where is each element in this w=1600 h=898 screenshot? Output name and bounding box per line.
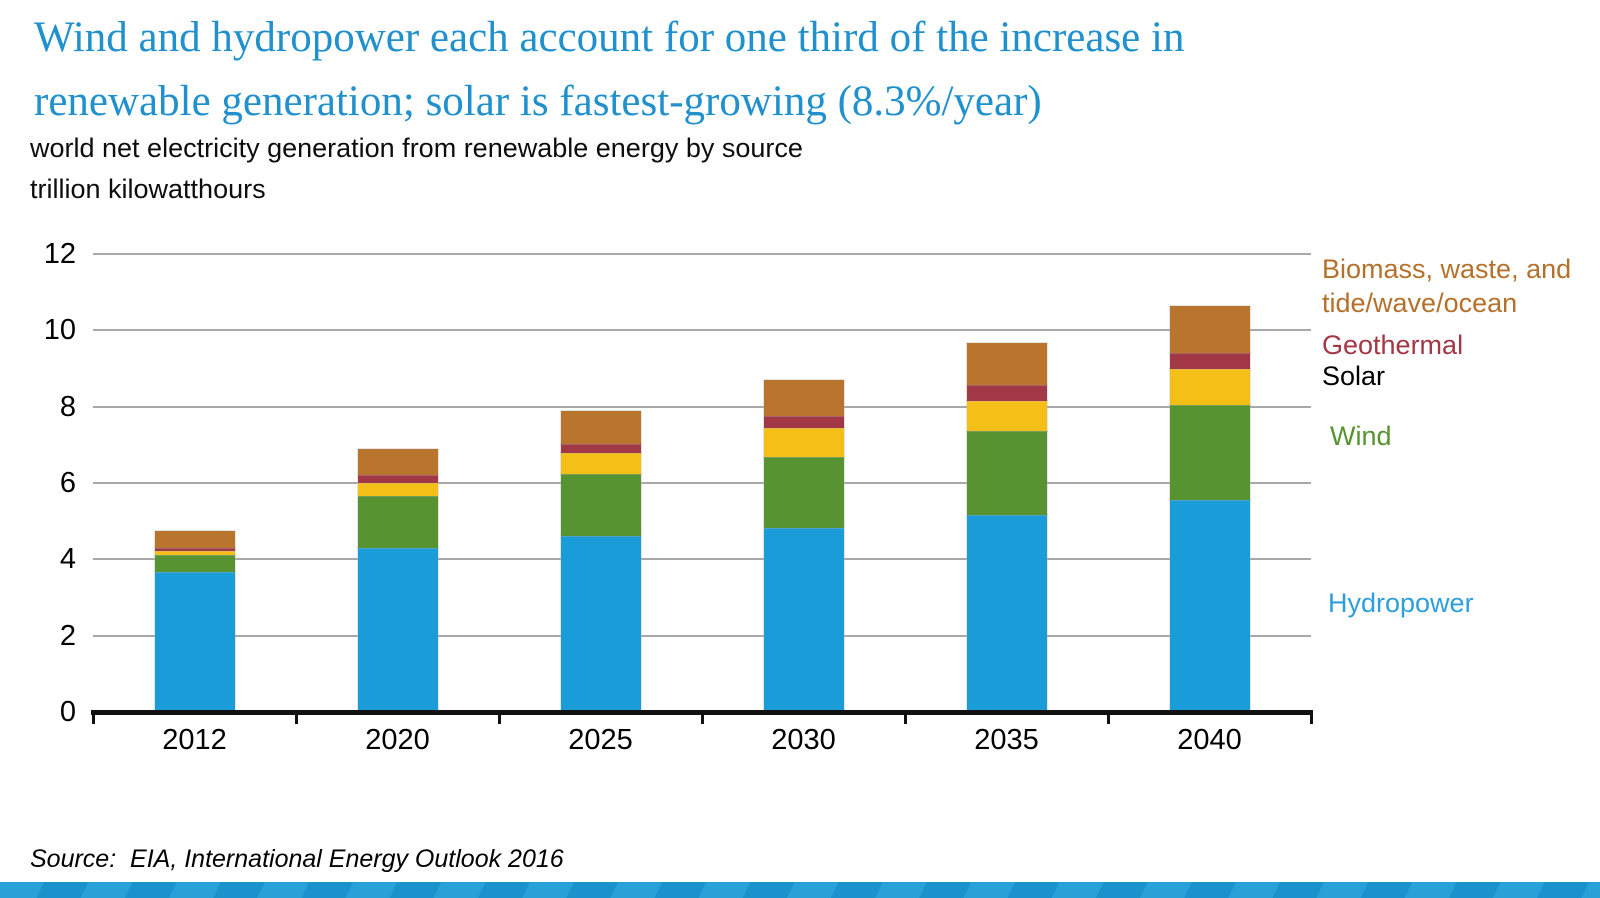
xaxis-tick-2 [497,710,501,724]
gridline-y8 [93,405,1311,408]
chart-subtitle: world net electricity generation from re… [30,133,803,163]
xaxis-tick-5 [1106,710,1110,724]
legend-item-wind: Wind [1330,421,1392,451]
footer-brand-band [0,882,1600,898]
yaxis-units-label: trillion kilowatthours [30,174,266,204]
bar-segment-solar-2040 [1169,368,1250,405]
bar-segment-solar-2025 [560,452,641,474]
ytick-label-2: 2 [59,619,76,652]
bar-segment-biomass-2030 [763,380,844,416]
ytick-label-6: 6 [59,467,76,500]
ytick-label-4: 4 [59,543,76,576]
gridline-y10 [93,329,1311,332]
legend-item-hydropower: Hydropower [1328,588,1474,618]
bar-segment-wind-2040 [1169,404,1250,500]
bar-segment-geothermal-2020 [357,475,438,484]
legend-item-solar: Solar [1322,361,1386,391]
xaxis-tick-0 [91,710,95,724]
xaxis-label-2012: 2012 [162,724,227,756]
xaxis-label-2035: 2035 [974,724,1039,756]
bar-segment-geothermal-2040 [1169,353,1250,369]
bar-segment-wind-2025 [560,473,641,536]
gridline-y4 [93,558,1311,561]
bar-segment-solar-2030 [763,428,844,458]
bar-segment-hydropower-2040 [1169,499,1250,712]
bar-segment-geothermal-2035 [966,384,1047,401]
ytick-label-12: 12 [43,238,76,271]
xaxis-tick-4 [903,710,907,724]
bar-segment-biomass-2040 [1169,305,1250,354]
bar-segment-wind-2035 [966,430,1047,515]
bar-segment-geothermal-2025 [560,444,641,453]
bar-segment-wind-2020 [357,496,438,549]
gridline-y2 [93,634,1311,637]
bar-segment-hydropower-2035 [966,514,1047,712]
xaxis-label-2020: 2020 [365,724,430,756]
bar-segment-biomass-2035 [966,342,1047,385]
bar-segment-geothermal-2030 [763,415,844,429]
xaxis-tick-1 [294,710,298,724]
bar-segment-hydropower-2030 [763,528,844,712]
bar-segment-solar-2012 [154,550,235,555]
xaxis-tick-3 [700,710,704,724]
gridline-y12 [93,253,1311,256]
bar-segment-wind-2012 [154,554,235,573]
chart-title-line2: renewable generation; solar is fastest-g… [34,78,1042,125]
bar-segment-hydropower-2012 [154,572,235,712]
chart-title-line1: Wind and hydropower each account for one… [34,14,1185,61]
bar-segment-solar-2035 [966,400,1047,431]
xaxis-label-2040: 2040 [1177,724,1242,756]
bar-segment-geothermal-2012 [154,547,235,551]
bar-segment-solar-2020 [357,483,438,497]
xaxis-tick-6 [1309,710,1313,724]
bar-segment-biomass-2020 [357,448,438,476]
bar-segment-wind-2030 [763,457,844,529]
legend-item-biomass: Biomass, waste, and tide/wave/ocean [1322,254,1572,318]
ytick-label-8: 8 [59,390,76,423]
bar-segment-hydropower-2025 [560,535,641,712]
xaxis-label-2030: 2030 [771,724,836,756]
ytick-label-0: 0 [59,696,76,728]
gridline-y6 [93,482,1311,485]
ytick-label-10: 10 [43,314,76,347]
legend-item-geothermal: Geothermal [1322,330,1464,360]
bar-segment-hydropower-2020 [357,548,438,712]
bar-segment-biomass-2025 [560,410,641,445]
source-note: Source: EIA, International Energy Outloo… [30,845,564,873]
xaxis-label-2025: 2025 [568,724,633,756]
bar-segment-biomass-2012 [154,530,235,548]
chart-title: Wind and hydropower each account for one… [34,6,1534,134]
